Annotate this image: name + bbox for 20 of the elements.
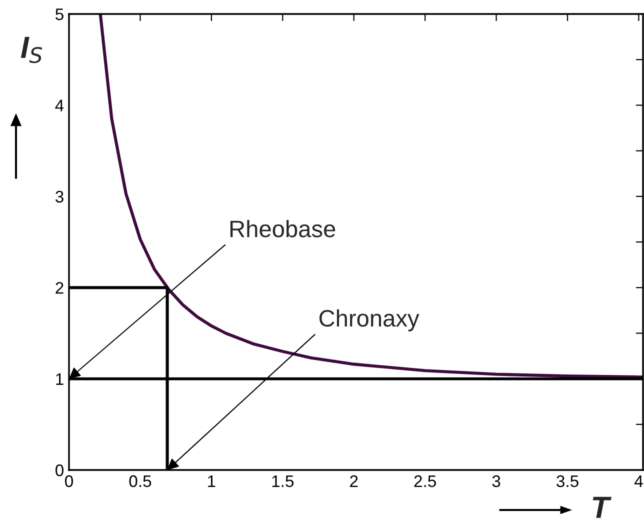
x-tick-label: 0.5 xyxy=(129,475,152,488)
annotation: Rheobase xyxy=(230,220,336,238)
annotation: Chronaxy xyxy=(319,309,420,332)
x-tick-label: 1 xyxy=(208,475,216,487)
y-tick-label: 0 xyxy=(56,464,64,476)
y-axis-title: I$_{S}$ xyxy=(20,36,42,64)
y-tick-label: 4 xyxy=(55,100,64,112)
x-tick-label: 2.5 xyxy=(414,475,436,488)
x-tick-label: 1.5 xyxy=(272,475,294,488)
y-tick-label: 2 xyxy=(56,282,64,294)
x-tick-label: 3 xyxy=(492,475,500,488)
x-tick-label: 3.5 xyxy=(556,475,578,488)
y-tick-label: 1 xyxy=(56,373,64,385)
x-tick-label: 2 xyxy=(350,475,358,487)
line-series xyxy=(98,14,643,379)
x-axis-title: T xyxy=(592,496,612,518)
x-tick-label: 0 xyxy=(65,475,73,488)
y-tick-label: 5 xyxy=(56,8,64,20)
x-tick-label: 4 xyxy=(634,475,643,487)
y-tick-label: 3 xyxy=(56,190,64,203)
